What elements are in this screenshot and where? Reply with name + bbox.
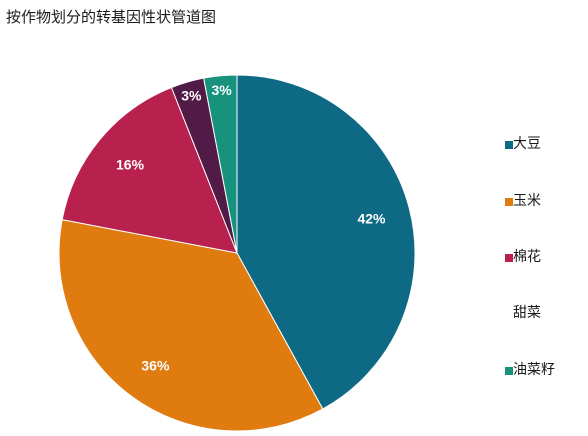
data-label-corn: 36%: [141, 357, 170, 373]
pie-labels: 42% 36% 16% 3% 3%: [116, 82, 386, 373]
legend-swatch-corn: [505, 198, 513, 206]
legend-label-corn: 玉米: [513, 193, 541, 209]
pie-slice-cotton[interactable]: [61, 86, 238, 254]
legend-label-soybean: 大豆: [513, 136, 541, 152]
legend-swatch-rapeseed: [505, 367, 513, 375]
legend-swatch-soybean: [505, 141, 513, 149]
legend-label-cotton: 棉花: [513, 249, 541, 265]
data-label-cotton: 16%: [116, 157, 145, 173]
data-label-soybean: 42%: [357, 210, 386, 226]
pie-slice-soybean[interactable]: [236, 74, 416, 410]
pie-slice-corn[interactable]: [58, 219, 324, 432]
legend-label-rapeseed: 油菜籽: [513, 362, 555, 378]
legend-label-sugarbeet: 甜菜: [513, 305, 541, 321]
data-label-sugarbeet: 3%: [181, 88, 202, 104]
data-label-rapeseed: 3%: [211, 82, 232, 98]
legend-swatch-cotton: [505, 254, 513, 262]
legend: 大豆 玉米 棉花 甜菜 油菜籽: [505, 0, 585, 436]
chart-title: 按作物划分的转基因性状管道图: [6, 8, 217, 26]
pie-slices: [58, 74, 416, 432]
pie-slice-rapeseed[interactable]: [203, 74, 238, 254]
